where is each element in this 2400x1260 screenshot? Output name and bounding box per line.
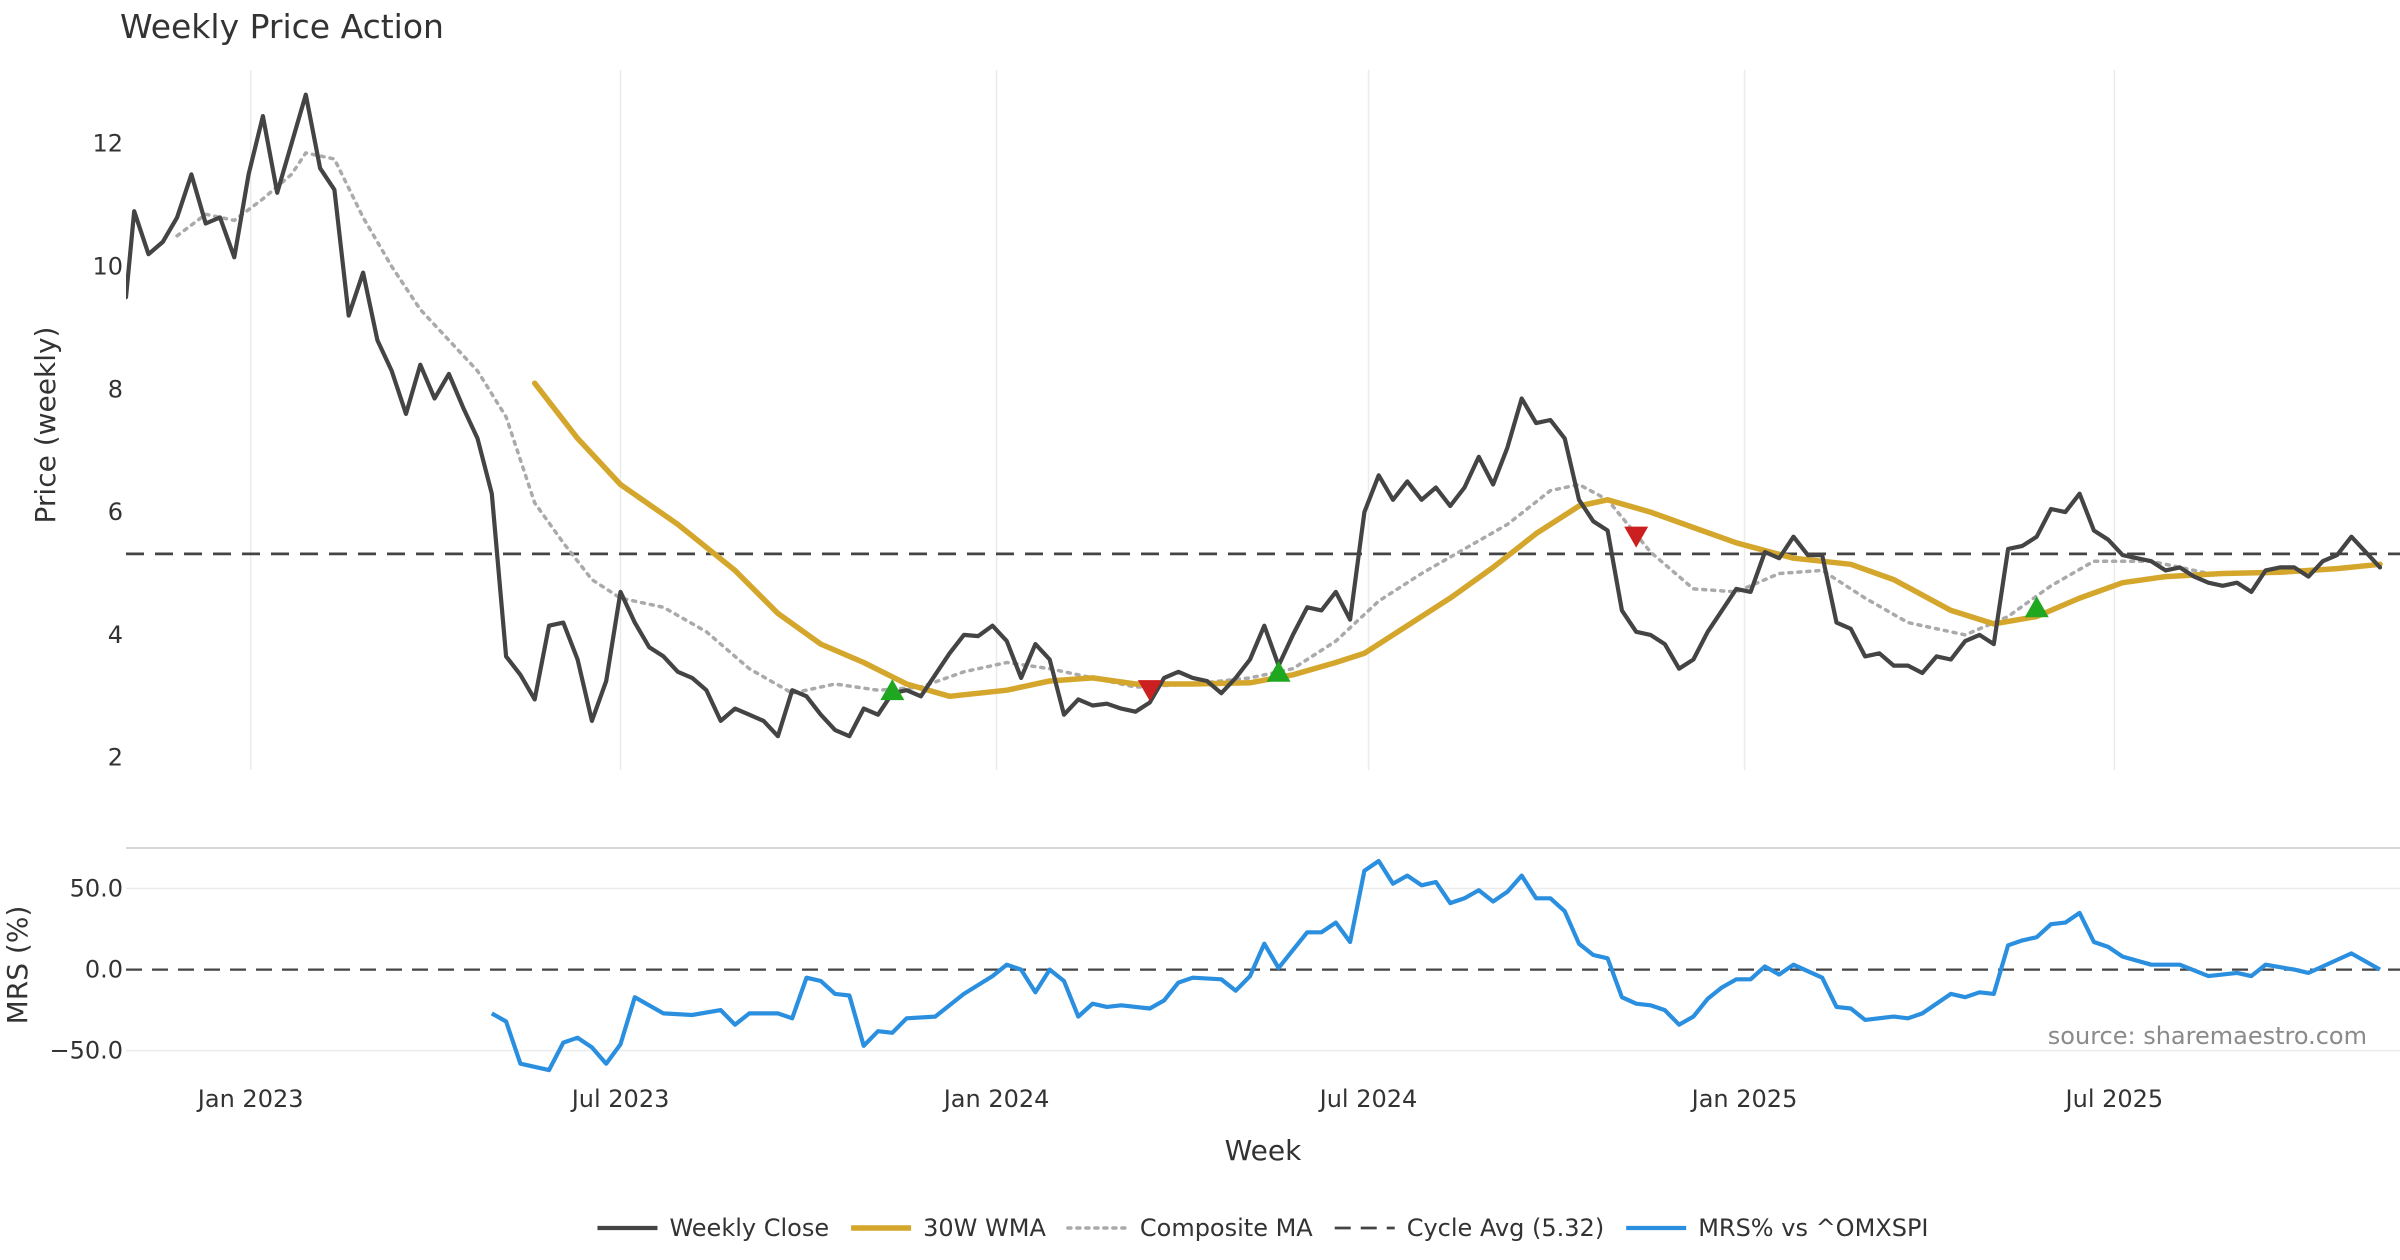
- price-y-tick-label: 8: [108, 375, 123, 403]
- chart-title: Weekly Price Action: [120, 7, 444, 46]
- x-tick-label: Jan 2024: [942, 1085, 1050, 1113]
- legend-item: Cycle Avg (5.32): [1334, 1214, 1604, 1242]
- grid-layer: [126, 70, 2400, 1052]
- mrs-y-tick-label: 0.0: [85, 956, 123, 984]
- series-line-close: [126, 92, 2383, 739]
- series-layer: [126, 92, 2383, 1073]
- legend-item: Composite MA: [1066, 1214, 1313, 1242]
- mrs-y-tick-label: −50.0: [49, 1037, 123, 1065]
- legend-item: MRS% vs ^OMXSPI: [1626, 1214, 1929, 1242]
- buy-signal-marker: [1266, 660, 1291, 682]
- legend-label: Weekly Close: [669, 1214, 829, 1242]
- x-tick-label: Jul 2023: [570, 1085, 670, 1113]
- x-tick-label: Jul 2025: [2064, 1085, 2164, 1113]
- price-y-tick-label: 2: [108, 744, 123, 772]
- legend-item: Weekly Close: [597, 1214, 829, 1242]
- price-y-axis-title: Price (weekly): [29, 327, 62, 524]
- sell-signal-marker: [1624, 526, 1649, 548]
- x-tick-label: Jan 2023: [196, 1085, 304, 1113]
- marker-layer: [880, 526, 2049, 702]
- legend-item: 30W WMA: [851, 1214, 1046, 1242]
- legend: Weekly Close 30W WMA Composite MA Cycle Avg…: [597, 1214, 1929, 1242]
- axis-layer: Jan 2023 Jul 2023 Jan 2024 Jul 2024 Jan 2025…: [49, 130, 2163, 1113]
- price-y-tick-label: 12: [92, 130, 123, 158]
- series-line-wma: [531, 380, 2383, 700]
- reference-layer: [126, 552, 2400, 971]
- sell-signal-marker: [1137, 680, 1162, 702]
- buy-signal-marker: [880, 679, 905, 701]
- legend-label: Composite MA: [1140, 1214, 1313, 1242]
- x-axis-title: Week: [1225, 1134, 1302, 1167]
- x-tick-label: Jul 2024: [1318, 1085, 1418, 1113]
- price-y-tick-label: 4: [108, 621, 123, 649]
- buy-signal-marker: [2024, 596, 2049, 618]
- mrs-y-tick-label: 50.0: [70, 875, 123, 903]
- source-note: source: sharemaestro.com: [2048, 1022, 2367, 1050]
- legend-label: Cycle Avg (5.32): [1407, 1214, 1604, 1242]
- price-y-tick-label: 10: [92, 252, 123, 280]
- x-tick-label: Jan 2025: [1690, 1085, 1798, 1113]
- legend-label: MRS% vs ^OMXSPI: [1698, 1214, 1928, 1242]
- series-line-mrs: [490, 858, 2382, 1073]
- legend-label: 30W WMA: [923, 1214, 1046, 1242]
- mrs-y-axis-title: MRS (%): [1, 906, 34, 1025]
- price-y-tick-label: 6: [108, 498, 123, 526]
